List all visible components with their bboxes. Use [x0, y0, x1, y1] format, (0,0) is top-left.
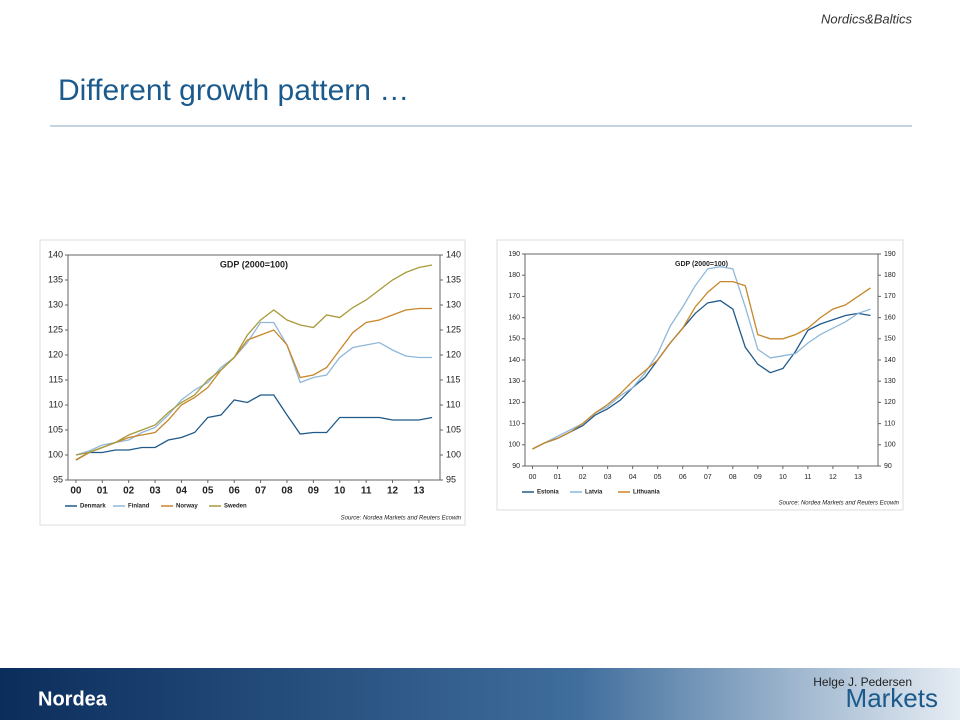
x-tick-label: 02: [123, 486, 135, 497]
x-tick-label: 09: [754, 474, 762, 481]
y-tick-label: 100: [48, 449, 63, 459]
x-tick-label: 08: [729, 474, 737, 481]
y2-tick-label: 135: [446, 274, 461, 284]
chart-title: GDP (2000=100): [220, 259, 288, 269]
y-tick-label: 160: [508, 314, 520, 321]
x-tick-label: 11: [361, 486, 372, 497]
division: Markets: [846, 683, 938, 713]
x-tick-label: 00: [529, 474, 537, 481]
legend-label: Denmark: [80, 504, 106, 510]
y-tick-label: 90: [512, 463, 520, 470]
y-tick-label: 105: [48, 424, 63, 434]
y2-tick-label: 180: [884, 272, 896, 279]
y-tick-label: 100: [508, 442, 520, 449]
y2-tick-label: 105: [446, 424, 461, 434]
x-tick-label: 09: [308, 486, 320, 497]
author: Helge J. Pedersen: [813, 675, 912, 689]
y2-tick-label: 130: [884, 378, 896, 385]
header: Nordics&Baltics: [821, 11, 913, 26]
x-tick-label: 03: [604, 474, 612, 481]
y-tick-label: 150: [508, 336, 520, 343]
line-series: [75, 307, 433, 461]
y-tick-label: 120: [48, 349, 63, 359]
line-series: [532, 299, 871, 450]
y2-tick-label: 100: [884, 442, 896, 449]
y-tick-label: 170: [508, 293, 520, 300]
y-tick-label: 110: [509, 420, 520, 427]
x-tick-label: 12: [387, 486, 399, 497]
y-tick-label: 95: [53, 474, 63, 484]
y2-tick-label: 90: [884, 463, 892, 470]
x-tick-label: 04: [629, 474, 637, 481]
y2-tick-label: 170: [884, 293, 896, 300]
brand: Nordea: [38, 688, 108, 710]
chart-frame: [496, 239, 904, 511]
chart-left: 9510010511011512012513013514095100105110…: [39, 239, 466, 526]
line-series: [75, 394, 433, 461]
y2-tick-label: 120: [446, 349, 461, 359]
x-tick-label: 00: [70, 486, 82, 497]
y-tick-label: 190: [508, 251, 520, 258]
y2-tick-label: 160: [884, 314, 896, 321]
y2-tick-label: 140: [884, 357, 896, 364]
source-note: Source: Nordea Markets and Reuters Ecowi…: [341, 516, 462, 522]
y2-tick-label: 115: [446, 374, 460, 384]
chart-right: 9010011012013014015016017018019090100110…: [496, 239, 904, 511]
x-tick-label: 03: [150, 486, 162, 497]
y2-tick-label: 190: [884, 251, 896, 258]
chart-title: GDP (2000=100): [675, 261, 728, 268]
x-tick-label: 02: [579, 474, 587, 481]
y2-tick-label: 150: [884, 336, 896, 343]
y2-tick-label: 130: [446, 299, 461, 309]
x-tick-label: 13: [413, 486, 425, 497]
legend-label: Latvia: [585, 490, 603, 496]
y-tick-label: 130: [508, 378, 520, 385]
y-tick-label: 180: [508, 272, 520, 279]
legend-label: Sweden: [224, 504, 247, 510]
y-tick-label: 130: [48, 299, 63, 309]
x-tick-label: 07: [255, 486, 267, 497]
line-series: [532, 280, 871, 450]
title: Different growth pattern …: [58, 74, 409, 107]
y-tick-label: 110: [49, 399, 63, 409]
x-tick-label: 05: [202, 486, 214, 497]
y2-tick-label: 125: [446, 324, 461, 334]
legend-label: Lithuania: [633, 490, 660, 496]
legend-label: Norway: [176, 504, 198, 510]
x-tick-label: 11: [804, 474, 811, 481]
x-tick-label: 07: [704, 474, 712, 481]
y-tick-label: 125: [48, 324, 63, 334]
y2-tick-label: 100: [446, 449, 461, 459]
y2-tick-label: 110: [884, 420, 895, 427]
y-tick-label: 120: [508, 399, 520, 406]
y2-tick-label: 140: [446, 249, 461, 259]
x-tick-label: 13: [854, 474, 862, 481]
x-tick-label: 08: [281, 486, 293, 497]
x-tick-label: 12: [829, 474, 837, 481]
y2-tick-label: 95: [446, 474, 456, 484]
x-tick-label: 01: [554, 474, 562, 481]
y-tick-label: 140: [508, 357, 520, 364]
x-tick-label: 06: [229, 486, 241, 497]
y2-tick-label: 120: [884, 399, 896, 406]
y2-tick-label: 110: [446, 399, 460, 409]
x-tick-label: 04: [176, 486, 188, 497]
y-tick-label: 140: [48, 249, 63, 259]
x-tick-label: 05: [654, 474, 662, 481]
x-tick-label: 10: [334, 486, 346, 497]
legend-label: Estonia: [537, 490, 559, 496]
x-tick-label: 01: [97, 486, 109, 497]
legend-label: Finland: [128, 504, 150, 510]
x-tick-label: 06: [679, 474, 687, 481]
source-note: Source: Nordea Markets and Reuters Ecowi…: [779, 501, 900, 507]
plot-area: [67, 254, 441, 481]
y-tick-label: 115: [49, 374, 63, 384]
line-series: [75, 264, 433, 456]
chart-frame: [39, 239, 466, 526]
x-tick-label: 10: [779, 474, 787, 481]
y-tick-label: 135: [48, 274, 63, 284]
footer-band: [0, 668, 960, 720]
